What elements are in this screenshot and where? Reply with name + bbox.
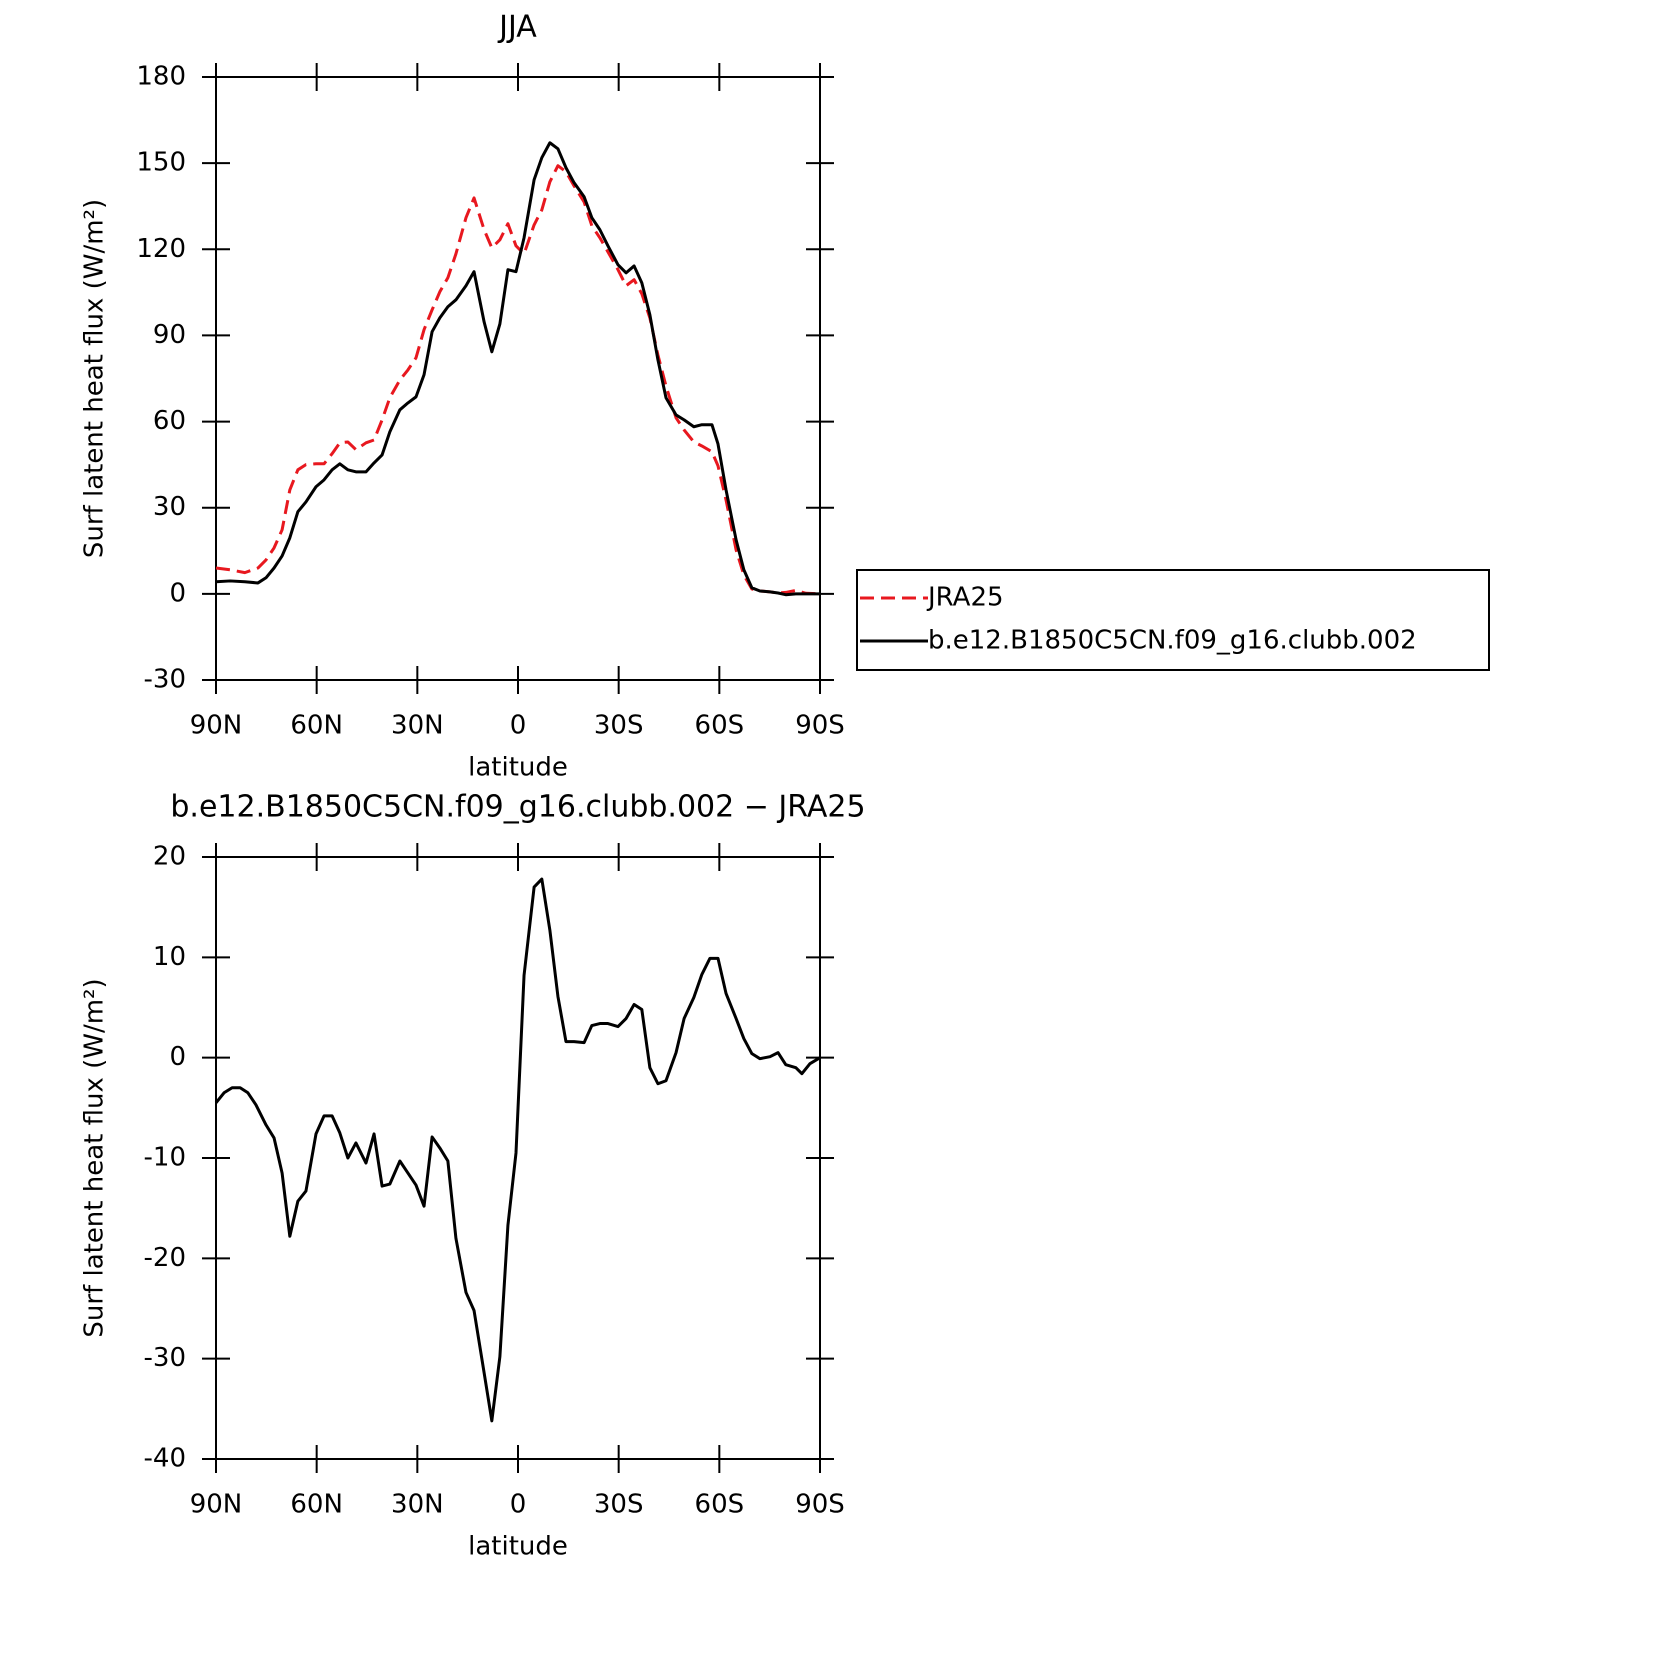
y-tick-label: 60 (153, 406, 186, 436)
y-tick-label: -30 (144, 1343, 186, 1373)
y-tick-label: 120 (136, 234, 186, 264)
chart-title: b.e12.B1850C5CN.f09_g16.clubb.002 − JRA2… (170, 790, 865, 825)
y-axis-label: Surf latent heat flux (W/m²) (80, 199, 110, 558)
x-tick-label: 30S (594, 711, 644, 741)
y-tick-label: -40 (144, 1444, 186, 1474)
y-axis-label: Surf latent heat flux (W/m²) (80, 978, 110, 1337)
y-tick-label: 10 (153, 942, 186, 972)
x-tick-label: 0 (510, 711, 527, 741)
legend-label: b.e12.B1850C5CN.f09_g16.clubb.002 (928, 626, 1417, 656)
y-tick-label: 30 (153, 492, 186, 522)
y-tick-label: -20 (144, 1243, 186, 1273)
x-tick-label: 0 (510, 1490, 527, 1520)
series-line (215, 141, 820, 597)
x-tick-label: 90N (190, 1490, 243, 1520)
y-tick-label: 150 (136, 148, 186, 178)
x-tick-label: 90N (190, 711, 243, 741)
y-tick-label: 90 (153, 320, 186, 350)
x-tick-label: 30N (391, 1490, 444, 1520)
x-axis-label: latitude (468, 753, 568, 783)
y-tick-label: 0 (169, 578, 186, 608)
y-tick-label: 20 (153, 842, 186, 872)
plot-frame (215, 76, 821, 681)
x-tick-label: 60N (290, 711, 343, 741)
x-tick-label: 90S (795, 711, 845, 741)
x-tick-label: 60S (695, 711, 745, 741)
x-tick-label: 90S (795, 1490, 845, 1520)
legend-box (856, 569, 1490, 671)
y-tick-label: -10 (144, 1143, 186, 1173)
x-tick-label: 30S (594, 1490, 644, 1520)
difference-line (214, 877, 821, 1423)
x-tick-label: 60N (290, 1490, 343, 1520)
y-tick-label: -30 (144, 665, 186, 695)
y-tick-label: 180 (136, 62, 186, 92)
x-tick-label: 30N (391, 711, 444, 741)
x-axis-label: latitude (468, 1532, 568, 1562)
chart-title: JJA (497, 10, 537, 45)
series-line (215, 164, 821, 596)
y-tick-label: 0 (169, 1042, 186, 1072)
legend-label: JRA25 (926, 583, 1004, 613)
plot-frame (215, 856, 821, 1460)
x-tick-label: 60S (695, 1490, 745, 1520)
